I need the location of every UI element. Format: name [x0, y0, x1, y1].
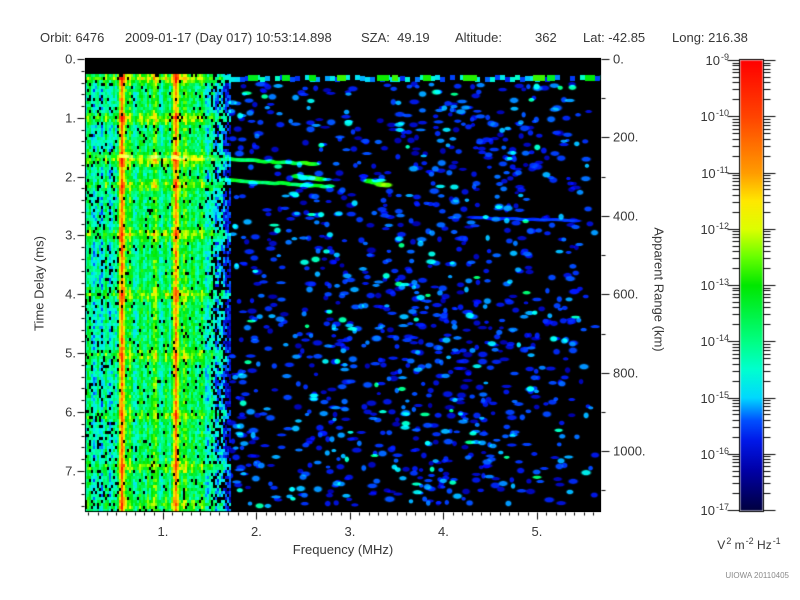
y2-tick-label: 600. — [613, 286, 639, 302]
y-tick-label: 2. — [65, 169, 76, 185]
altitude-label: Altitude: — [455, 30, 502, 45]
colorbar-tick-label: 10-9 — [705, 51, 729, 69]
unit-exponent: -2 — [745, 536, 754, 546]
x-tick-label: 4. — [438, 524, 449, 539]
colorbar-exponent: -11 — [716, 164, 729, 175]
x-tick-label: 5. — [531, 524, 543, 539]
colorbar-exponent: -16 — [715, 445, 729, 456]
credit-text: UIOWA 20110405 — [725, 571, 789, 580]
y2-tick-label: 1000. — [613, 443, 646, 459]
colorbar-tick-label: 10-15 — [700, 389, 729, 406]
colorbar-exponent: -13 — [715, 276, 729, 287]
colorbar-exponent: -15 — [715, 389, 729, 400]
x-tick-label: 2. — [251, 524, 262, 539]
y-tick-label: 7. — [65, 463, 76, 479]
altitude-value: 362 — [535, 30, 557, 45]
colorbar-exponent: -14 — [715, 333, 729, 344]
unit-text: V — [717, 538, 726, 552]
spectrogram-canvas — [85, 58, 601, 512]
unit-text: Hz — [753, 538, 772, 552]
y2-tick-label: 200. — [613, 129, 639, 145]
y-tick-label: 1. — [65, 110, 76, 126]
y-axis-title: Time Delay (ms) — [31, 236, 47, 331]
unit-exponent: -1 — [772, 536, 781, 546]
x-axis-title: Frequency (MHz) — [292, 542, 394, 557]
y-tick-label: 4. — [65, 286, 76, 302]
colorbar-tick-label: 10-11 — [701, 164, 729, 181]
x-tick-label: 1. — [157, 524, 169, 539]
colorbar-tick-label: 10-10 — [700, 108, 729, 125]
colorbar-tick-label: 10-12 — [700, 220, 729, 237]
colorbar-exponent: -10 — [715, 108, 729, 119]
colorbar-exponent: -12 — [715, 220, 729, 231]
y-tick-label: 6. — [65, 404, 76, 420]
colorbar-unit-label: V2 m-2 Hz-1 — [673, 536, 800, 552]
colorbar-exponent: -17 — [715, 501, 729, 512]
lat-label: Lat: -42.85 — [583, 30, 646, 45]
y-tick-label: 0. — [65, 51, 76, 67]
colorbar-tick-label: 10-13 — [700, 276, 729, 294]
unit-exponent: 2 — [726, 536, 732, 546]
y2-tick-label: 400. — [613, 208, 639, 224]
unit-text: m — [731, 538, 745, 552]
orbit-label: Orbit: 6476 — [40, 30, 105, 45]
y2-tick-label: 800. — [613, 365, 639, 381]
y-tick-label: 3. — [65, 227, 76, 243]
colorbar-tick-label: 10-16 — [700, 445, 729, 462]
y2-tick-label: 0. — [613, 51, 624, 67]
datetime-label: 2009-01-17 (Day 017) 10:53:14.898 — [125, 30, 332, 45]
y-tick-label: 5. — [65, 345, 76, 361]
colorbar-exponent: -9 — [720, 51, 729, 62]
long-label: Long: 216.38 — [672, 30, 748, 45]
sza-label: SZA: 49.19 — [361, 30, 430, 45]
y2-axis-title: Apparent Range (km) — [651, 227, 667, 352]
colorbar-tick-label: 10-14 — [700, 333, 729, 350]
colorbar-tick-label: 10-17 — [700, 501, 729, 519]
x-tick-label: 3. — [344, 524, 356, 539]
